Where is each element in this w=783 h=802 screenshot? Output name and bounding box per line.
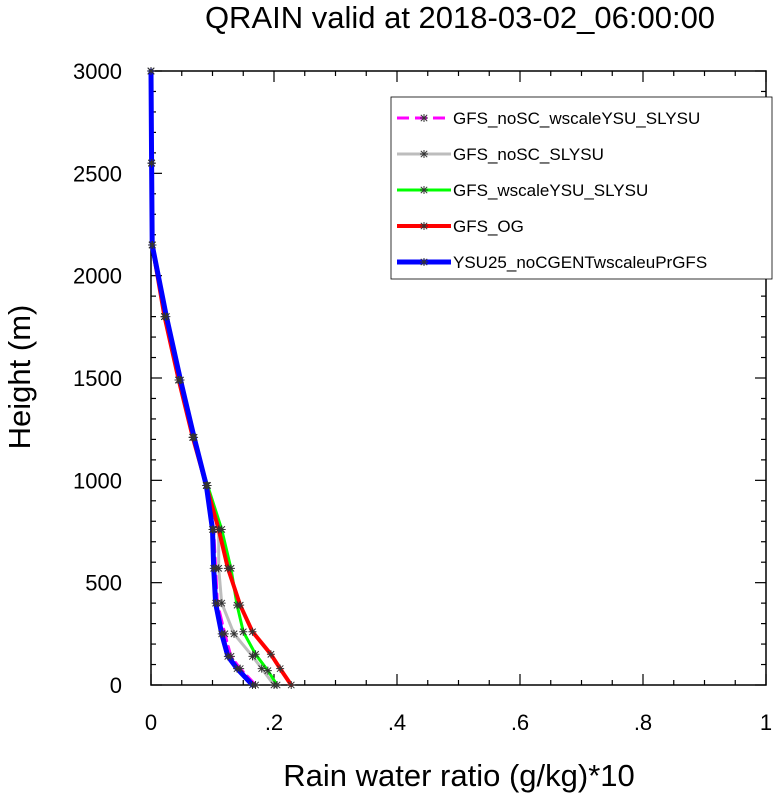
legend-label: YSU25_noCGENTwscaleuPrGFS <box>453 253 707 272</box>
data-point-marker <box>248 652 257 661</box>
data-point-marker <box>420 150 428 158</box>
data-point-marker <box>230 629 239 638</box>
data-point-marker <box>147 159 156 168</box>
data-point-marker <box>209 564 218 573</box>
data-point-marker <box>190 433 199 442</box>
data-point-marker <box>176 376 185 385</box>
legend: GFS_noSC_wscaleYSU_SLYSU GFS_noSC_SLYSU GF… <box>390 96 773 280</box>
x-tick-label: .2 <box>265 710 283 735</box>
data-point-marker <box>420 114 428 122</box>
y-tick-label: 1500 <box>73 366 122 391</box>
data-point-marker <box>223 564 232 573</box>
y-tick-label: 0 <box>110 673 122 698</box>
x-tick-label: .8 <box>634 710 652 735</box>
data-point-marker <box>251 650 260 659</box>
data-point-marker <box>266 650 275 659</box>
data-point-marker <box>248 627 257 636</box>
data-point-marker <box>420 258 428 266</box>
data-point-marker <box>257 664 266 673</box>
y-tick-label: 2000 <box>73 264 122 289</box>
x-tick-label: 1 <box>760 710 772 735</box>
data-point-marker <box>147 67 155 75</box>
legend-label: GFS_noSC_SLYSU <box>453 145 604 164</box>
data-point-marker <box>420 186 428 194</box>
data-point-marker <box>214 564 223 573</box>
x-tick-label: .6 <box>511 710 529 735</box>
legend-box <box>390 96 773 280</box>
x-tick-label: .4 <box>388 710 406 735</box>
data-point-marker <box>208 525 217 534</box>
data-point-marker <box>287 681 296 689</box>
series-line-2 <box>149 69 276 687</box>
x-tick-label: 0 <box>145 710 157 735</box>
plot-area: 0 .2 .4 .6 .8 1 0 500 1000 1500 2000 2500 3000 <box>73 59 772 735</box>
data-point-marker <box>248 681 257 689</box>
x-axis-label: Rain water ratio (g/kg)*10 <box>283 758 635 793</box>
y-tick-label: 500 <box>85 571 122 596</box>
legend-label: GFS_noSC_wscaleYSU_SLYSU <box>453 109 700 128</box>
data-point-marker <box>217 629 226 638</box>
data-point-marker <box>211 599 220 608</box>
data-point-marker <box>162 312 171 321</box>
data-point-marker <box>263 666 272 675</box>
data-point-marker <box>239 627 248 636</box>
data-point-marker <box>420 222 428 230</box>
y-tick-label: 2500 <box>73 161 122 186</box>
data-point-marker <box>276 664 285 673</box>
legend-label: GFS_OG <box>453 217 524 236</box>
data-point-marker <box>236 601 245 610</box>
data-point-marker <box>217 599 226 608</box>
y-tick-label: 3000 <box>73 59 122 84</box>
chart-title: QRAIN valid at 2018-03-02_06:00:00 <box>205 0 715 35</box>
y-tick-label: 1000 <box>73 468 122 493</box>
series-line-1 <box>149 69 258 687</box>
data-point-marker <box>223 652 232 661</box>
data-point-marker <box>214 525 223 534</box>
data-point-marker <box>202 481 211 490</box>
legend-label: GFS_wscaleYSU_SLYSU <box>453 181 648 200</box>
series-line-5 <box>148 68 255 688</box>
data-point-marker <box>273 681 282 689</box>
y-axis-label: Height (m) <box>2 305 37 450</box>
data-point-marker <box>148 240 157 249</box>
data-point-marker <box>233 664 242 673</box>
